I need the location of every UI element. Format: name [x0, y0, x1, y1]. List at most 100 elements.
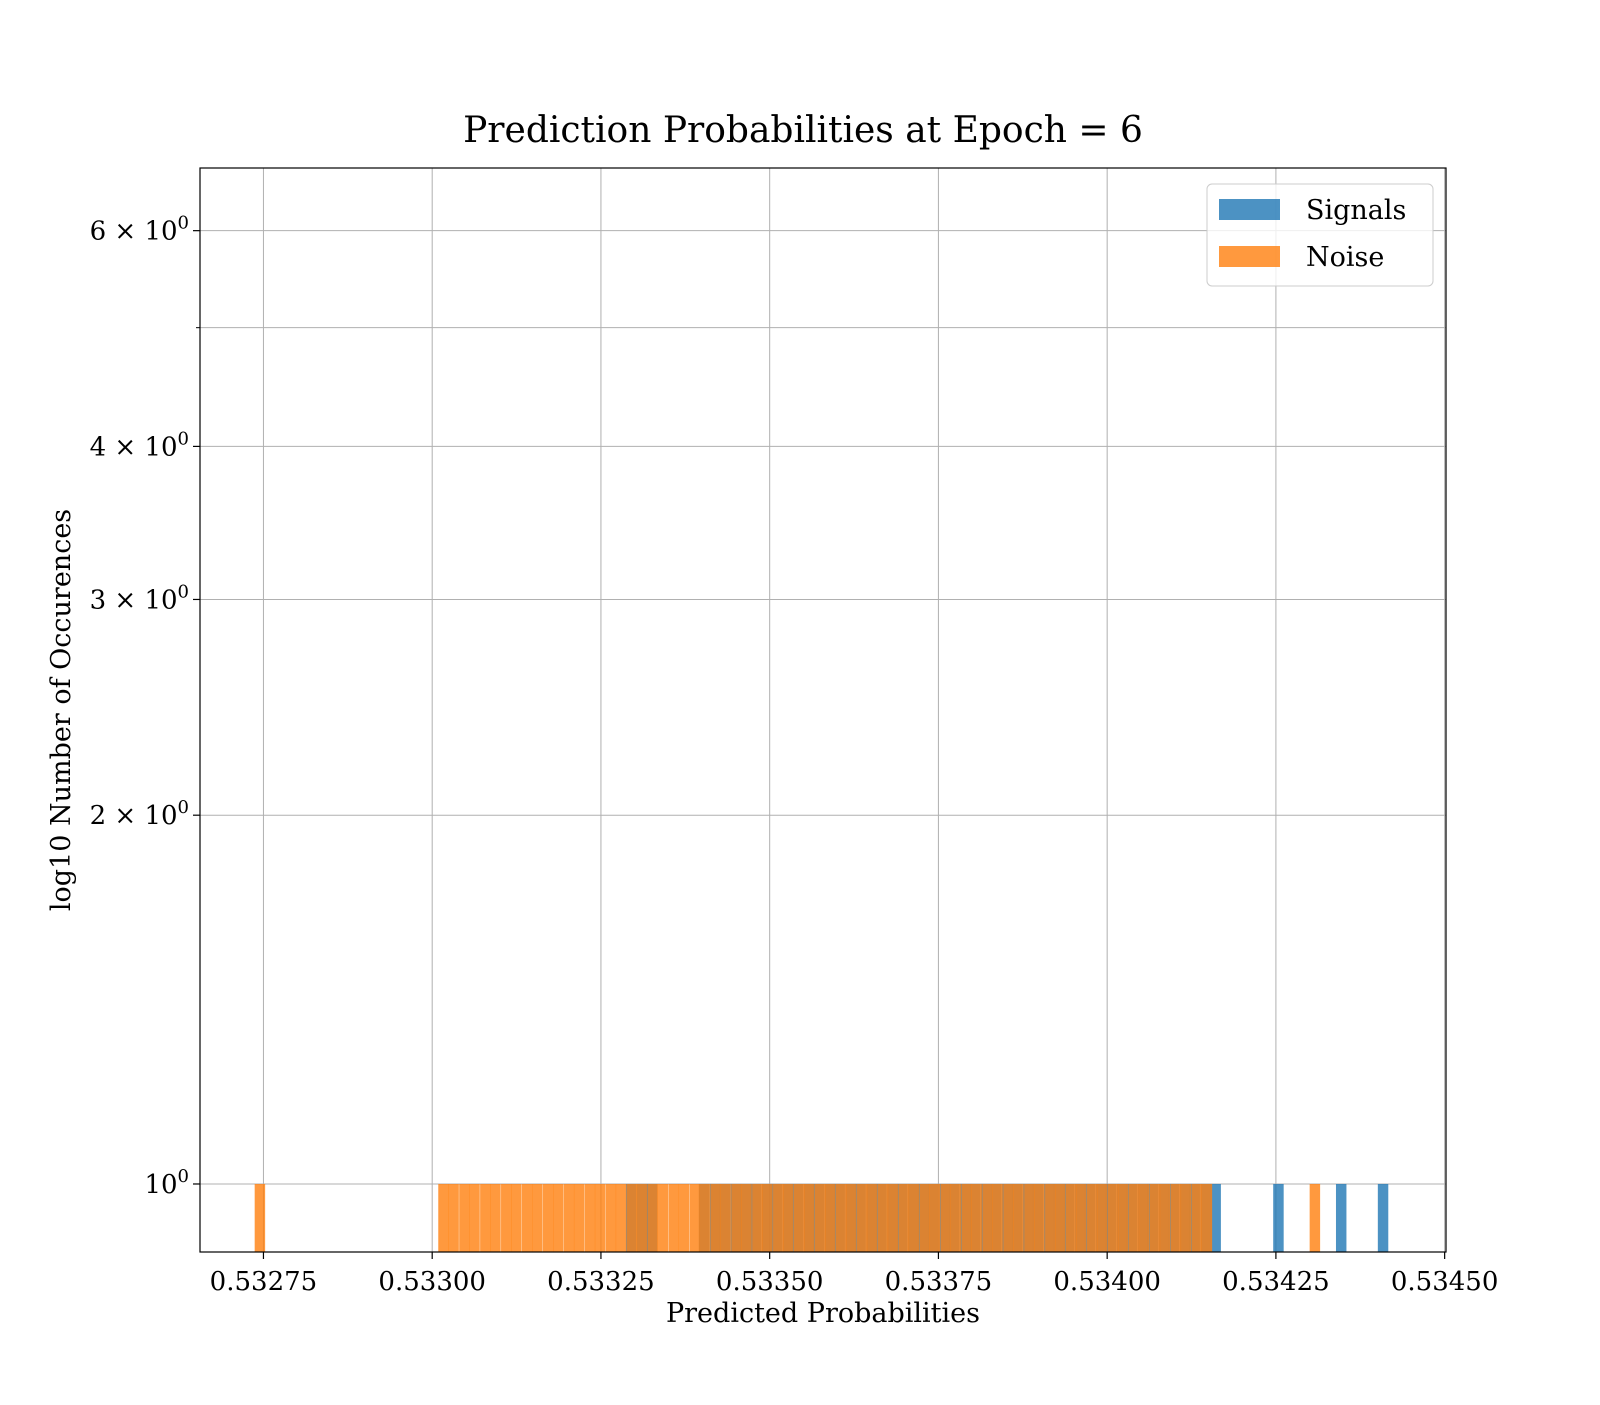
- bar-noise: [501, 1183, 512, 1252]
- bar-noise: [835, 1183, 847, 1252]
- bar-noise: [1180, 1183, 1192, 1252]
- bar-noise: [1055, 1183, 1066, 1252]
- bar-noise: [636, 1183, 648, 1252]
- bar-noise: [699, 1183, 710, 1252]
- bar-noise: [532, 1183, 543, 1252]
- bar-noise: [919, 1183, 930, 1252]
- bar-noise: [877, 1183, 889, 1252]
- bar-noise: [490, 1183, 501, 1252]
- y-tick-label: 2 × 100: [90, 797, 189, 831]
- bar-noise: [448, 1183, 459, 1252]
- bar-noise: [615, 1183, 627, 1252]
- bar-noise: [1003, 1183, 1014, 1252]
- bar-noise: [626, 1183, 638, 1252]
- bar-noise: [1024, 1183, 1035, 1252]
- bar-noise: [825, 1183, 836, 1252]
- bar-noise: [1076, 1183, 1087, 1252]
- bar-noise: [553, 1183, 564, 1252]
- bar-noise: [1065, 1183, 1077, 1252]
- bar-noise: [1191, 1183, 1202, 1252]
- bar-noise: [731, 1183, 742, 1252]
- bar-noise: [773, 1183, 784, 1252]
- bar-noise: [521, 1183, 533, 1252]
- bar-noise: [459, 1183, 470, 1252]
- x-tick-label: 0.53325: [547, 1267, 655, 1297]
- bar-noise: [982, 1183, 993, 1252]
- bars-layer: [254, 1183, 1389, 1252]
- bar-noise: [1086, 1183, 1098, 1252]
- bar-noise: [720, 1183, 731, 1252]
- bar-noise: [1117, 1183, 1129, 1252]
- bar-noise: [563, 1183, 575, 1252]
- bar-signals: [1335, 1183, 1347, 1252]
- legend-label-signals: Signals: [1306, 195, 1406, 226]
- y-axis-label: log10 Number of Occurences: [46, 509, 77, 911]
- y-tick-label: 3 × 100: [90, 581, 189, 615]
- bar-noise: [480, 1183, 491, 1252]
- bar-noise: [814, 1183, 826, 1252]
- ticks-layer: 0.53275 0.53300 0.53325 0.53350 0.53375 0.534…: [90, 213, 1499, 1297]
- bar-noise: [1170, 1183, 1182, 1252]
- bar-noise: [647, 1183, 658, 1252]
- x-tick-label: 0.53450: [1391, 1267, 1499, 1297]
- bar-noise: [605, 1183, 617, 1252]
- bar-noise: [783, 1183, 794, 1252]
- bar-noise: [741, 1183, 752, 1252]
- bar-noise: [1309, 1183, 1321, 1252]
- bar-noise: [1045, 1183, 1056, 1252]
- bar-signals: [1210, 1183, 1221, 1252]
- legend-swatch-noise: [1219, 246, 1280, 267]
- bar-noise: [992, 1183, 1003, 1252]
- x-tick-label: 0.53275: [210, 1267, 318, 1297]
- bar-noise: [254, 1183, 266, 1252]
- bar-noise: [1013, 1183, 1024, 1252]
- x-tick-label: 0.53300: [378, 1267, 486, 1297]
- bar-noise: [762, 1183, 773, 1252]
- bar-noise: [845, 1183, 857, 1252]
- bar-noise: [1138, 1183, 1150, 1252]
- bar-noise: [657, 1183, 669, 1252]
- bar-noise: [689, 1183, 700, 1252]
- bar-noise: [1149, 1183, 1161, 1252]
- bar-noise: [511, 1183, 522, 1252]
- bar-noise: [1097, 1183, 1108, 1252]
- bar-noise: [950, 1183, 962, 1252]
- legend-swatch-signals: [1219, 199, 1280, 220]
- bar-signals: [1273, 1183, 1284, 1252]
- bar-noise: [1128, 1183, 1140, 1252]
- bar-noise: [438, 1183, 449, 1252]
- bar-noise: [793, 1183, 805, 1252]
- x-tick-label: 0.53350: [716, 1267, 824, 1297]
- bar-noise: [898, 1183, 910, 1252]
- plot-frame: [199, 167, 1447, 1253]
- legend-label-noise: Noise: [1306, 242, 1384, 273]
- bar-noise: [971, 1183, 982, 1252]
- x-tick-label: 0.53400: [1053, 1267, 1161, 1297]
- bar-noise: [1107, 1183, 1119, 1252]
- bar-noise: [866, 1183, 878, 1252]
- bar-noise: [804, 1183, 815, 1252]
- y-tick-label: 6 × 100: [90, 213, 189, 247]
- bar-noise: [887, 1183, 899, 1252]
- x-axis-label: Predicted Probabilities: [666, 1298, 980, 1329]
- bar-signals: [1377, 1183, 1389, 1252]
- x-tick-label: 0.53425: [1222, 1267, 1330, 1297]
- y-tick-label: 4 × 100: [90, 428, 189, 462]
- bar-noise: [678, 1183, 690, 1252]
- bar-noise: [668, 1183, 679, 1252]
- bar-noise: [961, 1183, 972, 1252]
- x-tick-label: 0.53375: [885, 1267, 993, 1297]
- bar-noise: [929, 1183, 941, 1252]
- bar-noise: [469, 1183, 480, 1252]
- bar-noise: [752, 1183, 763, 1252]
- bar-noise: [856, 1183, 868, 1252]
- bar-noise: [940, 1183, 951, 1252]
- bar-noise: [1201, 1183, 1213, 1252]
- bar-noise: [1159, 1183, 1171, 1252]
- bar-noise: [710, 1183, 721, 1252]
- y-tick-label: 100: [144, 1166, 189, 1200]
- bar-noise: [1034, 1183, 1045, 1252]
- bar-noise: [594, 1183, 606, 1252]
